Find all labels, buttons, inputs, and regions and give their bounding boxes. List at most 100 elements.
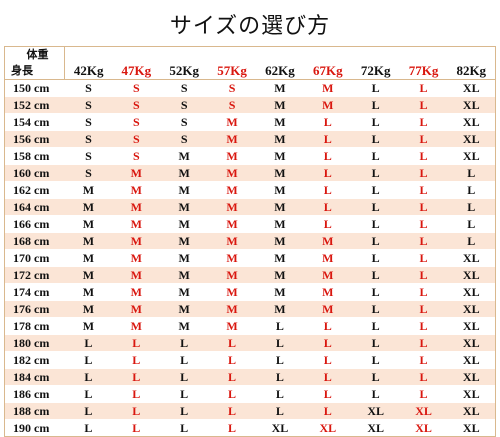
size-cell: M <box>208 249 256 267</box>
size-cell: L <box>351 113 400 131</box>
height-cell: 158 cm <box>4 147 65 165</box>
size-cell: S <box>208 79 256 97</box>
size-cell: XL <box>447 96 496 114</box>
size-cell: M <box>160 164 209 182</box>
size-cell: XL <box>399 419 448 437</box>
height-cell: 162 cm <box>4 181 65 199</box>
size-cell: L <box>112 351 161 369</box>
size-cell: L <box>303 147 352 165</box>
size-cell: M <box>112 215 161 233</box>
size-cell: L <box>399 351 448 369</box>
size-cell: L <box>303 368 352 386</box>
size-cell: L <box>160 351 209 369</box>
size-cell: L <box>351 181 400 199</box>
size-cell: L <box>112 385 161 403</box>
size-cell: L <box>64 385 113 403</box>
size-cell: M <box>256 266 304 284</box>
size-cell: L <box>351 164 400 182</box>
size-cell: M <box>64 198 113 216</box>
size-cell: M <box>112 198 161 216</box>
size-cell: XL <box>447 368 496 386</box>
size-cell: L <box>303 317 352 335</box>
size-cell: S <box>64 79 113 97</box>
height-cell: 152 cm <box>4 96 65 114</box>
size-cell: S <box>64 130 113 148</box>
height-cell: 186 cm <box>4 385 65 403</box>
size-cell: L <box>399 317 448 335</box>
size-cell: M <box>64 266 113 284</box>
height-cell: 174 cm <box>4 283 65 301</box>
height-cell: 178 cm <box>4 317 65 335</box>
size-cell: S <box>64 147 113 165</box>
size-cell: XL <box>351 402 400 420</box>
height-cell: 188 cm <box>4 402 65 420</box>
size-cell: M <box>208 232 256 250</box>
size-cell: L <box>112 402 161 420</box>
table-row: 178 cm M M M M L L L L XL <box>4 317 496 335</box>
size-cell: S <box>112 130 161 148</box>
page-title: サイズの選び方 <box>169 13 331 38</box>
size-cell: M <box>64 249 113 267</box>
size-cell: XL <box>447 300 496 318</box>
size-cell: L <box>303 113 352 131</box>
table-row: 190 cm L L L L XL XL XL XL XL <box>4 419 496 437</box>
table-row: 174 cm M M M M M M L L XL <box>4 283 496 301</box>
size-cell: M <box>64 215 113 233</box>
size-cell: L <box>303 164 352 182</box>
size-cell: L <box>256 402 304 420</box>
size-cell: S <box>160 113 209 131</box>
size-cell: L <box>256 368 304 386</box>
size-cell: M <box>160 147 209 165</box>
size-cell: L <box>399 198 448 216</box>
size-cell: L <box>303 402 352 420</box>
size-cell: L <box>64 334 113 352</box>
size-cell: S <box>160 96 209 114</box>
height-cell: 184 cm <box>4 368 65 386</box>
size-cell: M <box>256 300 304 318</box>
size-chart-body: 150 cm S S S S M M L L XL 152 cm S S S S M M L L XL 154 cm S S… <box>4 79 496 437</box>
size-cell: XL <box>399 402 448 420</box>
size-cell: L <box>447 181 496 199</box>
size-cell: M <box>64 181 113 199</box>
size-cell: L <box>399 113 448 131</box>
size-cell: L <box>160 334 209 352</box>
size-cell: L <box>303 385 352 403</box>
size-cell: M <box>303 266 352 284</box>
size-cell: L <box>303 181 352 199</box>
size-cell: S <box>112 113 161 131</box>
table-row: 152 cm S S S S M M L L XL <box>4 96 496 114</box>
size-cell: L <box>256 334 304 352</box>
height-cell: 182 cm <box>4 351 65 369</box>
size-cell: XL <box>303 419 352 437</box>
size-cell: L <box>351 385 400 403</box>
size-cell: L <box>447 215 496 233</box>
size-cell: L <box>64 368 113 386</box>
size-cell: S <box>64 113 113 131</box>
size-cell: M <box>64 232 113 250</box>
size-cell: M <box>256 147 304 165</box>
size-cell: M <box>303 96 352 114</box>
size-cell: M <box>256 181 304 199</box>
size-cell: L <box>399 96 448 114</box>
height-cell: 176 cm <box>4 300 65 318</box>
table-row: 168 cm M M M M M M L L L <box>4 232 496 250</box>
size-cell: M <box>112 232 161 250</box>
table-row: 172 cm M M M M M M L L XL <box>4 266 496 284</box>
size-cell: M <box>208 266 256 284</box>
size-cell: XL <box>447 317 496 335</box>
size-cell: L <box>303 215 352 233</box>
size-cell: L <box>351 130 400 148</box>
size-cell: XL <box>447 419 496 437</box>
size-cell: M <box>208 147 256 165</box>
corner-cell: 体重 身長 <box>4 46 65 80</box>
size-cell: M <box>64 283 113 301</box>
size-cell: M <box>256 215 304 233</box>
size-cell: S <box>160 130 209 148</box>
weight-column-header: 72Kg <box>351 60 400 80</box>
height-cell: 160 cm <box>4 164 65 182</box>
size-cell: XL <box>447 351 496 369</box>
size-cell: M <box>112 181 161 199</box>
table-row: 184 cm L L L L L L L L XL <box>4 368 496 386</box>
size-cell: S <box>112 147 161 165</box>
size-cell: M <box>208 300 256 318</box>
